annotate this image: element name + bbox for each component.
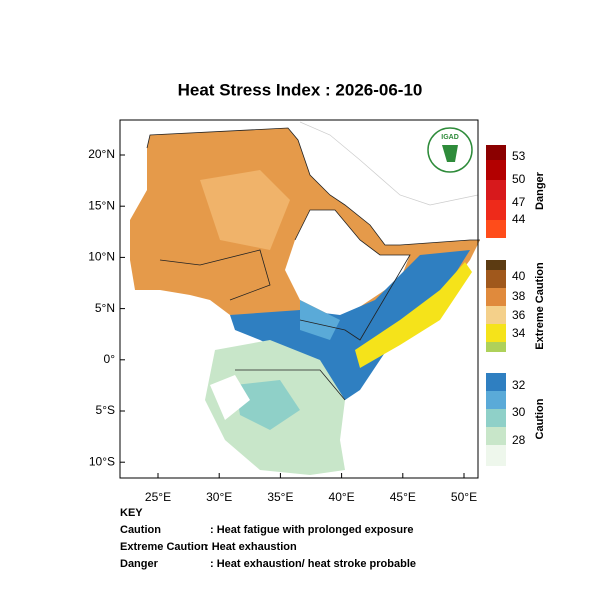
- lat-label: 0°: [104, 352, 116, 366]
- legend-tick: 36: [512, 308, 526, 322]
- legend-tick: 47: [512, 195, 526, 209]
- lon-labels: 25°E 30°E 35°E 40°E 45°E 50°E: [145, 473, 477, 504]
- logo: IGAD: [441, 134, 459, 141]
- legend-tick: 28: [512, 433, 526, 447]
- caution-band: [230, 250, 470, 400]
- lon-label: 40°E: [329, 490, 355, 504]
- colorbars: [486, 145, 506, 466]
- key-label: Danger: [120, 558, 159, 570]
- key-label: Extreme Caution: [120, 541, 208, 553]
- key-desc: : Heat fatigue with prolonged exposure: [210, 524, 414, 536]
- legend-tick: 44: [512, 212, 526, 226]
- cool-region: [285, 210, 410, 320]
- legend-name: Extreme Caution: [534, 262, 546, 350]
- lon-label: 45°E: [390, 490, 416, 504]
- key-desc: : Heat exhaustion/ heat stroke probable: [210, 558, 416, 570]
- lat-label: 10°S: [89, 454, 115, 468]
- lat-label: 10°N: [88, 250, 115, 264]
- lat-label: 15°N: [88, 198, 115, 212]
- key-title: KEY: [120, 507, 143, 519]
- lat-label: 5°S: [96, 403, 115, 417]
- lat-labels: 20°N 15°N 10°N 5°N 0° 5°S 10°S: [88, 147, 125, 468]
- key-desc: : Heat exhaustion: [205, 541, 297, 553]
- key: KEY Caution : Heat fatigue with prolonged …: [120, 507, 416, 570]
- extreme-band: [355, 262, 472, 368]
- key-label: Caution: [120, 524, 161, 536]
- lon-label: 50°E: [451, 490, 477, 504]
- legend-tick: 53: [512, 149, 526, 163]
- legend-tick: 50: [512, 172, 526, 186]
- lon-label: 25°E: [145, 490, 171, 504]
- legend-tick: 40: [512, 269, 526, 283]
- legend-tick: 32: [512, 378, 526, 392]
- legend-tick: 30: [512, 405, 526, 419]
- lat-label: 5°N: [95, 301, 115, 315]
- lon-label: 30°E: [206, 490, 232, 504]
- legend-tick: 38: [512, 289, 526, 303]
- title: Heat Stress Index : 2026-06-10: [178, 80, 423, 99]
- lat-label: 20°N: [88, 147, 115, 161]
- lon-label: 35°E: [267, 490, 293, 504]
- legend-name: Caution: [534, 398, 546, 439]
- legend-name: Danger: [534, 171, 546, 210]
- map: IGAD: [119, 119, 480, 479]
- legend-tick: 34: [512, 326, 526, 340]
- legend: 53 50 47 44 Danger 40 38 36 34 Extreme Caution 32 3…: [512, 149, 546, 447]
